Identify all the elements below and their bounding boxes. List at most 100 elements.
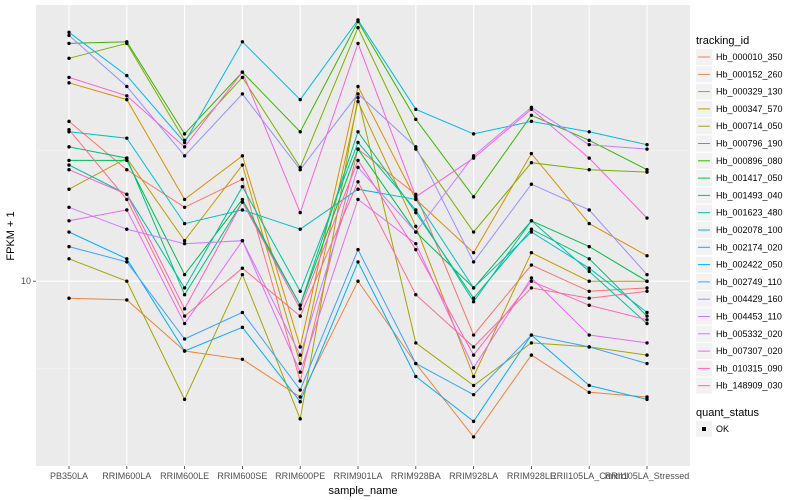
legend-label: Hb_000896_080	[716, 156, 783, 166]
legend-label: Hb_002422_050	[716, 260, 783, 270]
data-point-Hb_000714_050-RRIM928BA	[414, 341, 418, 345]
data-point-Hb_005332_020-RRIM901LA	[356, 197, 360, 202]
x-tick-label-3: RRIM600SE	[217, 471, 267, 481]
data-point-Hb_001623_480-RRII105LA_Stressed	[645, 321, 649, 326]
data-point-Hb_005332_020-RRIM928LE	[529, 276, 534, 280]
data-point-Hb_000329_130-RRIM600LA	[125, 97, 129, 102]
data-point-Hb_004429_160-PB350LA	[67, 33, 71, 38]
x-tick-label-6: RRIM928BA	[391, 471, 441, 481]
legend-label: Hb_004429_160	[716, 294, 783, 304]
data-point-Hb_000714_050-RRIM600PE	[298, 417, 302, 421]
legend-label: Hb_148909_030	[716, 381, 783, 391]
data-point-Hb_000896_080-RRIM928LA	[471, 195, 476, 199]
data-point-Hb_007307_020-RRII105LA_Stressed	[645, 216, 649, 220]
data-point-Hb_002078_100-RRII105LA_Control	[587, 266, 591, 270]
data-point-Hb_000896_080-PB350LA	[67, 41, 71, 46]
data-point-Hb_002174_020-RRII105LA_Stressed	[645, 142, 649, 147]
data-point-Hb_000796_190-RRIM928LE	[529, 161, 534, 165]
data-point-Hb_002422_050-RRIM928LA	[471, 419, 476, 424]
x-axis: PB350LA RRIM600LA RRIM600LE RRIM600SE RRIM60…	[50, 466, 689, 481]
data-point-Hb_007307_020-PB350LA	[67, 75, 71, 80]
shape-legend-item-OK: OK	[696, 421, 729, 437]
data-point-Hb_004453_110-RRIM600PE	[298, 353, 302, 357]
legend-item-Hb_000329_130: Hb_000329_130	[696, 83, 783, 100]
data-point-Hb_002174_020-PB350LA	[67, 30, 71, 34]
data-point-Hb_001493_040-RRIM600PE	[298, 303, 302, 307]
data-point-Hb_000896_080-RRIM600LE	[182, 132, 187, 136]
data-point-Hb_000347_570-RRIM600PE	[298, 361, 302, 366]
data-point-Hb_005332_020-PB350LA	[67, 219, 71, 223]
data-point-Hb_000714_050-RRIM600SE	[240, 272, 245, 277]
grid-lines	[36, 5, 690, 466]
legend-item-Hb_002078_100: Hb_002078_100	[696, 222, 783, 238]
data-point-Hb_000896_080-RRIM928BA	[414, 117, 418, 122]
data-point-Hb_000010_350-RRIM600PE	[298, 379, 302, 383]
data-point-Hb_005332_020-RRIM928BA	[414, 241, 418, 246]
shape-legend-square	[702, 427, 706, 431]
data-point-Hb_000347_570-RRII105LA_Control	[587, 279, 591, 283]
data-point-Hb_000329_130-RRIM901LA	[356, 84, 360, 89]
data-point-Hb_010315_090-RRIM600SE	[240, 200, 245, 204]
legend-item-Hb_007307_020: Hb_007307_020	[696, 343, 783, 360]
data-point-Hb_000796_190-PB350LA	[67, 56, 71, 60]
shape-legend-items: OK	[696, 421, 729, 437]
data-point-Hb_002749_110-PB350LA	[67, 244, 71, 249]
legend-item-Hb_005332_020: Hb_005332_020	[696, 325, 783, 342]
data-point-Hb_000329_130-RRII105LA_Stressed	[645, 254, 649, 258]
x-axis-title: sample_name	[328, 485, 397, 497]
legend-label: Hb_000796_190	[716, 139, 783, 149]
data-point-Hb_000152_260-RRII105LA_Stressed	[645, 395, 649, 399]
data-point-Hb_010315_090-RRIM928LE	[529, 279, 534, 283]
data-point-Hb_000796_190-RRII105LA_Control	[587, 168, 591, 172]
data-point-Hb_004429_160-RRIM600LE	[182, 154, 187, 158]
data-point-Hb_010315_090-RRIM901LA	[356, 158, 360, 163]
data-point-Hb_000010_350-RRIM928BA	[414, 192, 418, 196]
data-point-Hb_002078_100-RRIM600SE	[240, 208, 245, 212]
data-point-Hb_001623_480-RRIM600PE	[298, 289, 302, 293]
legend-label: Hb_000152_260	[716, 69, 783, 79]
data-point-Hb_000152_260-RRIM928LA	[471, 435, 476, 439]
legend-label: Hb_002174_020	[716, 242, 783, 252]
data-point-Hb_001623_480-RRII105LA_Control	[587, 269, 591, 274]
plot-panel	[36, 5, 690, 466]
data-point-Hb_004429_160-RRIM928LE	[529, 182, 534, 186]
data-point-Hb_002422_050-RRIM600PE	[298, 400, 302, 404]
data-point-Hb_000714_050-RRIM901LA	[356, 96, 360, 100]
data-point-Hb_004453_110-RRII105LA_Control	[587, 142, 591, 147]
data-point-Hb_001623_480-RRIM928LE	[529, 219, 534, 223]
data-point-Hb_000796_190-RRII105LA_Stressed	[645, 170, 649, 174]
legend-item-Hb_002749_110: Hb_002749_110	[696, 273, 782, 290]
data-point-Hb_000152_260-RRIM901LA	[356, 279, 360, 283]
data-point-Hb_148909_030-RRIM600LA	[125, 197, 129, 202]
data-point-Hb_002749_110-RRIM600LA	[125, 260, 129, 264]
legend-item-Hb_002422_050: Hb_002422_050	[696, 256, 783, 273]
data-point-Hb_007307_020-RRIM600SE	[240, 70, 245, 74]
legend-item-Hb_002174_020: Hb_002174_020	[696, 239, 783, 256]
data-point-Hb_000010_350-PB350LA	[67, 119, 71, 124]
data-point-Hb_000329_130-RRII105LA_Control	[587, 221, 591, 226]
data-point-Hb_001417_050-RRIM901LA	[356, 147, 360, 151]
data-point-Hb_010315_090-RRII105LA_Control	[587, 303, 591, 307]
legend-item-Hb_000152_260: Hb_000152_260	[696, 66, 783, 83]
data-point-Hb_148909_030-RRIM600LE	[182, 314, 187, 318]
data-point-Hb_005332_020-RRIM600PE	[298, 370, 302, 374]
legend-label: Hb_002749_110	[716, 277, 782, 287]
data-point-Hb_000152_260-PB350LA	[67, 296, 71, 300]
data-point-Hb_010315_090-RRII105LA_Stressed	[645, 318, 649, 322]
x-tick-label-1: RRIM600LA	[102, 471, 151, 481]
legend-item-Hb_004453_110: Hb_004453_110	[696, 308, 782, 325]
data-point-Hb_148909_030-RRIM600SE	[240, 266, 245, 270]
data-point-Hb_001493_040-RRIM901LA	[356, 130, 360, 134]
data-point-Hb_148909_030-RRIM600PE	[298, 314, 302, 318]
data-point-Hb_010315_090-RRIM600LE	[182, 307, 187, 311]
data-point-Hb_005332_020-RRII105LA_Stressed	[645, 341, 649, 345]
data-point-Hb_000010_350-RRIM600SE	[240, 177, 245, 182]
data-point-Hb_000329_130-RRIM928LE	[529, 151, 534, 156]
data-point-Hb_002078_100-RRII105LA_Stressed	[645, 310, 649, 315]
data-point-Hb_002078_100-RRIM600LE	[182, 221, 187, 226]
data-point-Hb_010315_090-RRIM928LA	[471, 353, 476, 357]
data-point-Hb_000347_570-RRIM928BA	[414, 224, 418, 229]
data-point-Hb_000152_260-RRIM928LE	[529, 353, 534, 357]
legend-item-Hb_148909_030: Hb_148909_030	[696, 377, 783, 394]
data-point-Hb_000010_350-RRIM600LE	[182, 205, 187, 209]
